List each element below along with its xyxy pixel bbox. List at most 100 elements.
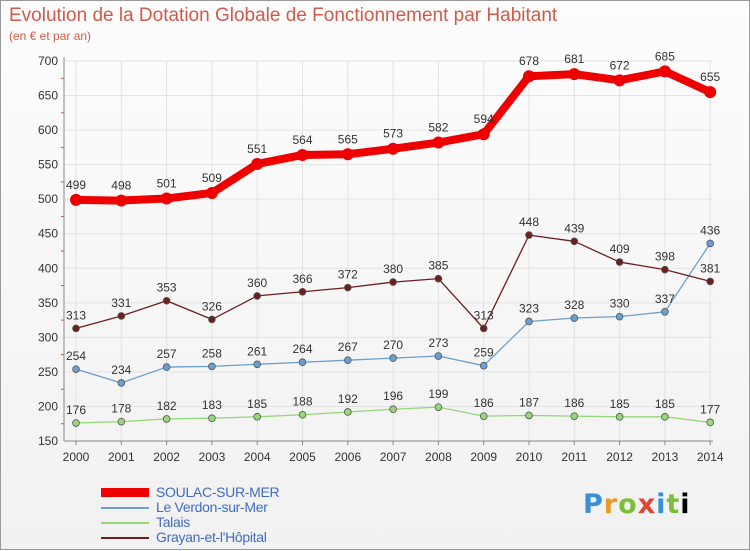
data-label: 360 (247, 276, 267, 290)
logo-letter: i (656, 489, 667, 520)
data-label: 678 (519, 54, 539, 68)
data-label: 685 (655, 49, 675, 63)
data-label: 261 (247, 344, 267, 358)
data-point (298, 287, 307, 296)
x-tick-label: 2000 (63, 450, 90, 464)
data-label: 183 (202, 398, 222, 412)
y-tick-label: 200 (38, 399, 58, 413)
y-tick-label: 700 (38, 54, 58, 68)
x-tick-label: 2003 (199, 450, 226, 464)
data-label: 313 (66, 308, 86, 322)
data-point (479, 361, 488, 370)
data-label: 655 (700, 70, 720, 84)
data-point (570, 237, 579, 246)
x-tick-label: 2005 (289, 450, 316, 464)
data-label: 185 (247, 397, 267, 411)
data-label: 259 (474, 346, 494, 360)
data-label: 681 (564, 52, 584, 66)
data-label: 582 (428, 121, 448, 135)
data-point (253, 413, 262, 421)
logo-letter: i (680, 489, 691, 520)
data-point (343, 283, 352, 292)
chart-title: Evolution de la Dotation Globale de Fonc… (9, 5, 558, 26)
data-label: 185 (610, 397, 630, 411)
y-tick-label: 400 (38, 261, 58, 275)
data-point (479, 412, 488, 420)
y-tick-label: 350 (38, 296, 58, 310)
legend-swatch (101, 488, 149, 497)
x-tick-label: 2012 (606, 450, 633, 464)
data-label: 273 (428, 336, 448, 350)
data-point (615, 312, 624, 321)
data-point (432, 136, 445, 149)
data-label: 398 (655, 250, 675, 264)
x-tick-label: 2008 (425, 450, 452, 464)
proxiti-logo: Proxiti (583, 489, 691, 520)
data-point (162, 296, 171, 305)
data-label: 448 (519, 215, 539, 229)
data-label: 264 (292, 342, 312, 356)
legend-swatch (101, 507, 149, 509)
data-label: 326 (202, 299, 222, 313)
data-point (479, 324, 488, 333)
data-point (298, 410, 307, 419)
data-point (568, 68, 581, 81)
data-label: 501 (157, 176, 177, 190)
data-label: 380 (383, 262, 403, 276)
data-label: 199 (428, 387, 448, 401)
data-point (525, 231, 533, 239)
data-label: 499 (66, 178, 86, 192)
data-point (341, 148, 354, 161)
data-point (205, 186, 218, 199)
data-label: 372 (338, 268, 358, 282)
data-label: 177 (700, 402, 720, 416)
x-tick-label: 2001 (108, 450, 135, 464)
y-tick-label: 550 (38, 158, 58, 172)
data-point (658, 65, 671, 78)
legend-label: Grayan-et-l'Hôpital (156, 529, 267, 545)
data-label: 436 (700, 223, 720, 237)
y-tick-label: 650 (38, 89, 58, 103)
y-tick-label: 500 (38, 192, 58, 206)
y-tick-label: 600 (38, 123, 58, 137)
data-point (704, 86, 717, 99)
data-point (253, 360, 262, 369)
data-point (162, 415, 171, 423)
data-label: 509 (202, 171, 222, 185)
legend-swatch (101, 537, 149, 539)
data-label: 313 (474, 308, 494, 322)
data-label: 353 (157, 281, 177, 295)
data-label: 409 (610, 242, 630, 256)
data-label: 573 (383, 127, 403, 141)
data-point (162, 363, 171, 371)
data-label: 337 (655, 292, 675, 306)
x-tick-label: 2006 (334, 450, 361, 464)
data-point (570, 314, 579, 322)
data-label-layer: 176 178 182 183 185 188 192 196 199 186 187 186 185 1… (66, 49, 721, 417)
data-point (661, 413, 669, 421)
data-label: 330 (610, 297, 630, 311)
data-point (72, 365, 80, 373)
data-label: 672 (610, 58, 630, 72)
legend-label: Le Verdon-sur-Mer (156, 499, 268, 515)
data-point (434, 352, 443, 360)
data-point (208, 315, 216, 324)
data-point (525, 411, 533, 420)
logo-letter: o (618, 489, 638, 520)
axis-layer: 150 200 250 300 350 400 450 500 550 600 650 700 2000… (38, 54, 724, 464)
data-label: 182 (157, 399, 177, 413)
data-point (387, 142, 400, 155)
data-label: 366 (292, 272, 312, 286)
data-point (706, 239, 714, 248)
y-tick-label: 250 (38, 365, 58, 379)
data-point (613, 74, 626, 87)
legend-swatch (101, 522, 149, 524)
y-tick-label: 150 (38, 434, 58, 448)
data-point (117, 379, 126, 387)
data-point (298, 358, 307, 367)
data-point (523, 70, 535, 83)
data-label: 551 (247, 142, 267, 156)
data-label: 254 (66, 349, 86, 363)
x-tick-label: 2004 (244, 450, 271, 464)
data-point (706, 277, 714, 286)
